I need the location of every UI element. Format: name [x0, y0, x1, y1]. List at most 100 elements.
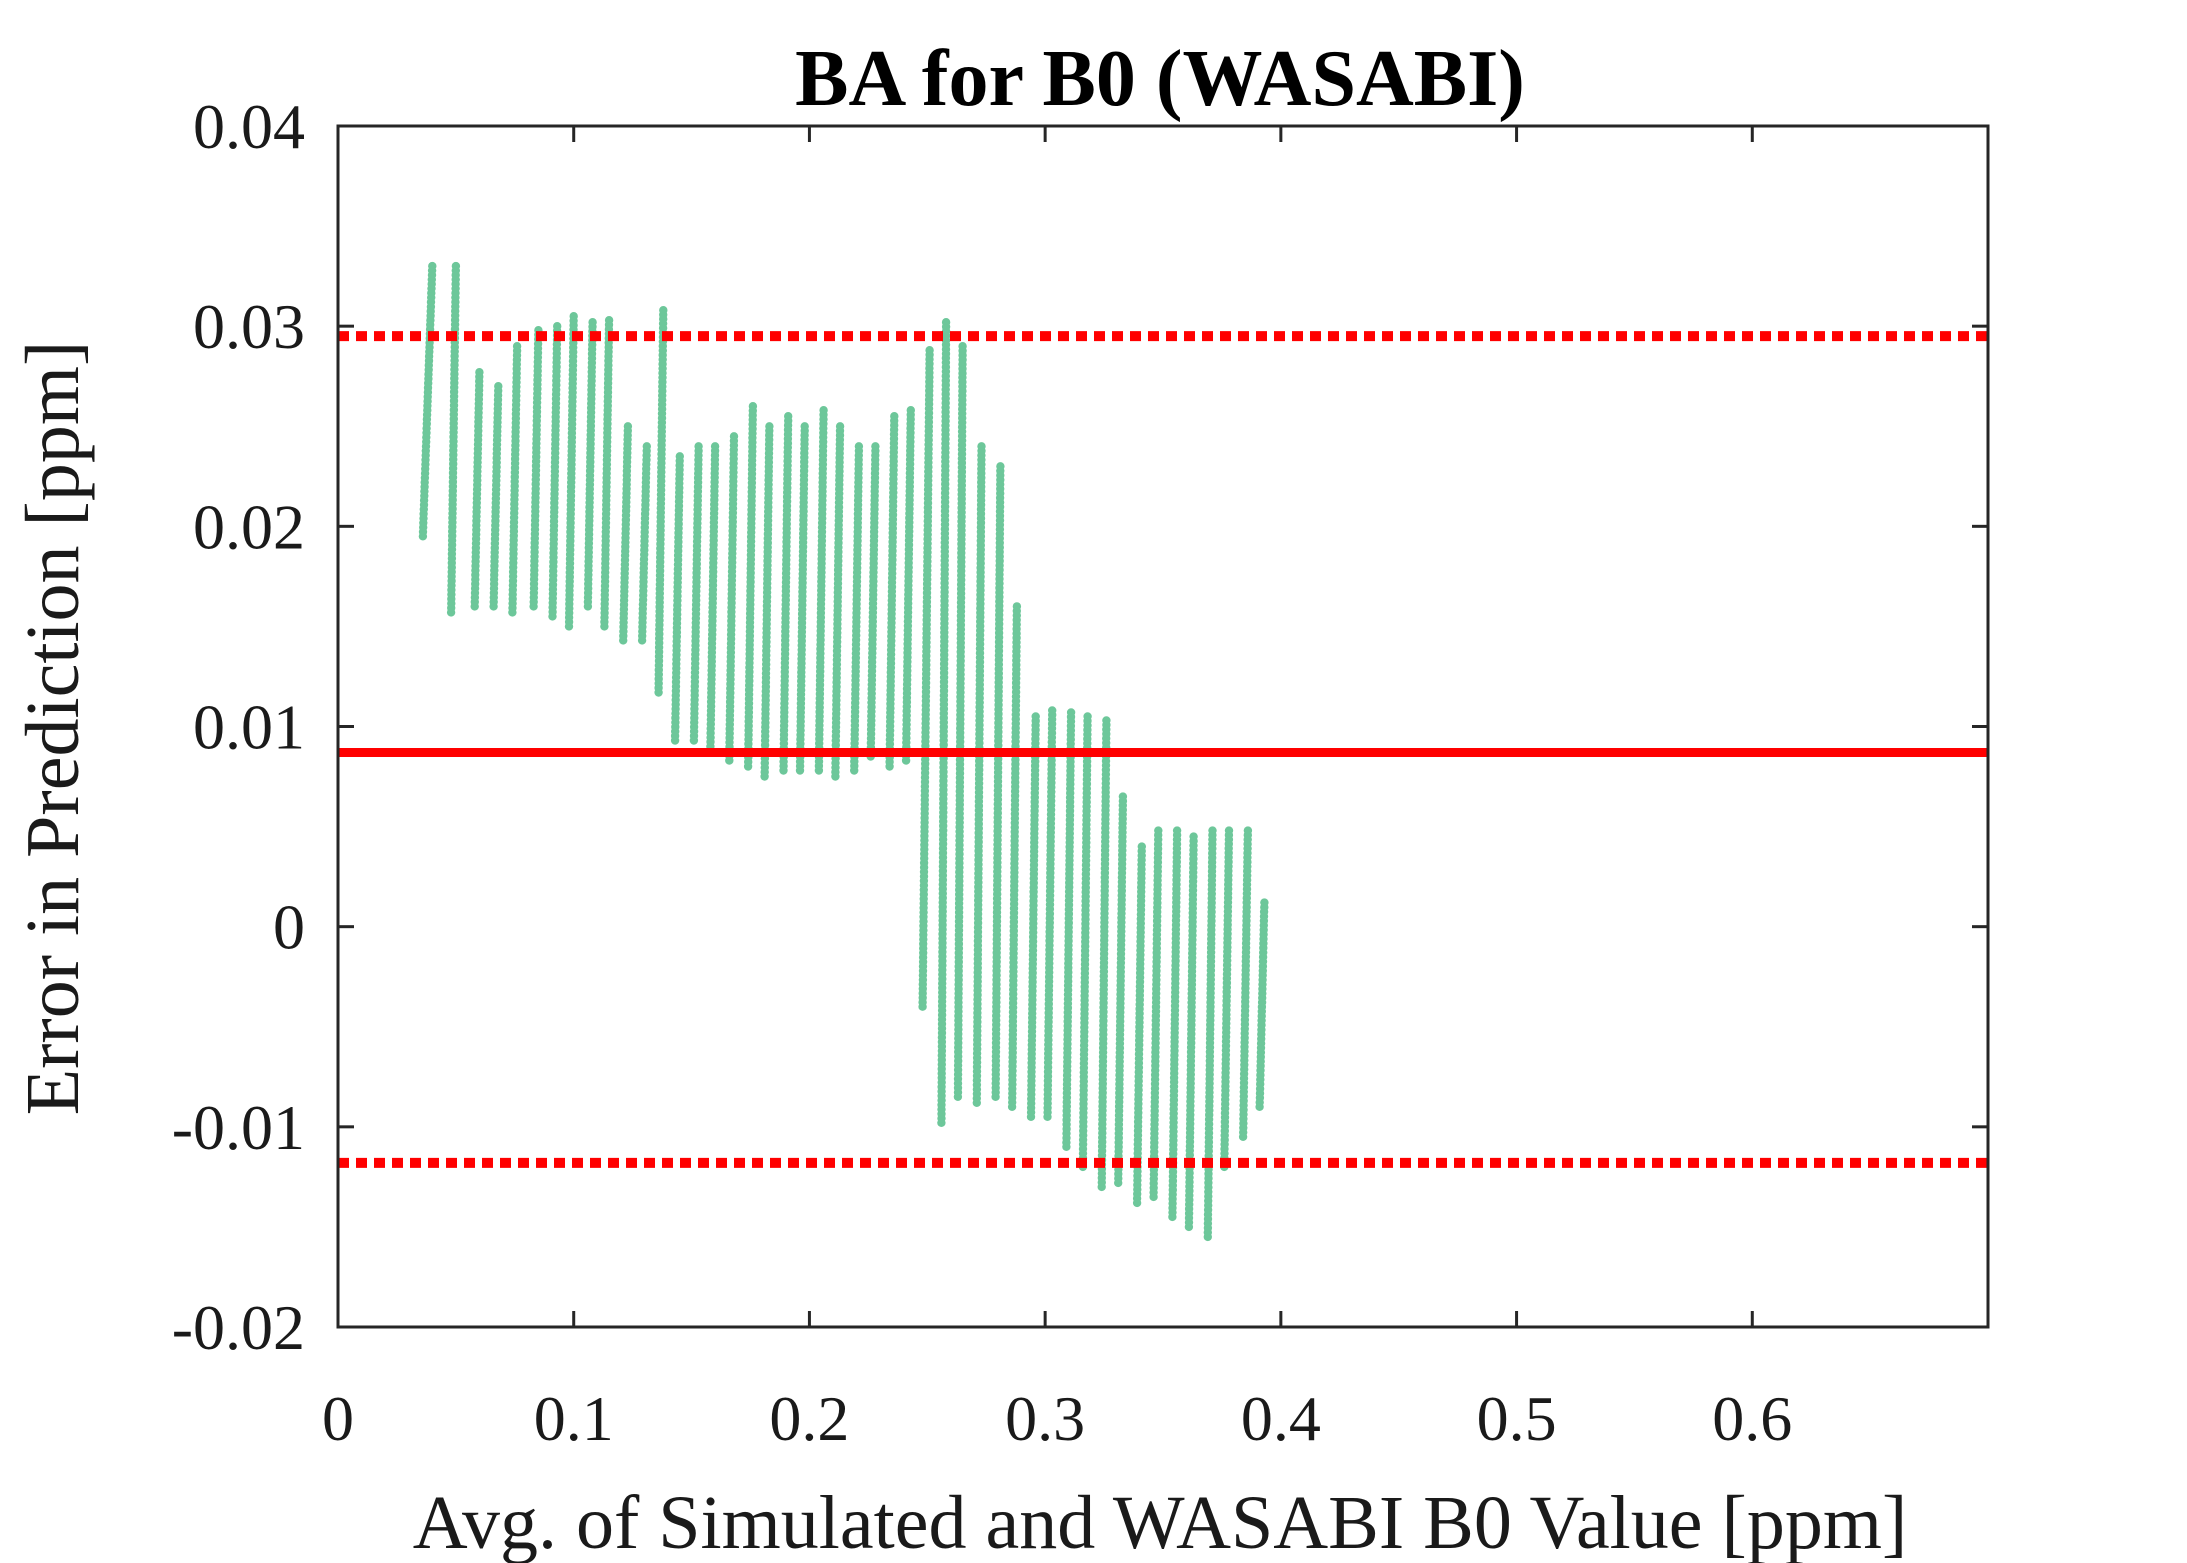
scatter-point	[588, 318, 597, 327]
scatter-point	[512, 342, 522, 351]
point-column	[953, 342, 967, 1102]
point-column	[814, 406, 828, 775]
point-column	[1255, 898, 1269, 1112]
scatter-point	[1031, 712, 1040, 721]
scatter-point	[819, 406, 828, 415]
point-column	[600, 316, 614, 631]
scatter-point	[1172, 826, 1182, 835]
y-tick-label: 0.01	[193, 692, 305, 763]
y-tick-label: -0.01	[172, 1092, 305, 1163]
x-tick-label: 0.3	[1005, 1383, 1085, 1454]
point-column	[548, 322, 562, 621]
point-column	[1184, 832, 1198, 1232]
chart-title: BA for B0 (WASABI)	[795, 35, 1525, 123]
scatter-point	[800, 422, 809, 431]
point-column	[937, 318, 951, 1128]
scatter-point	[428, 261, 437, 271]
scatter-point	[1118, 792, 1128, 801]
point-column	[1097, 716, 1111, 1192]
scatter-point	[1243, 826, 1253, 835]
scatter-point	[958, 342, 967, 351]
scatter-point	[1260, 898, 1269, 907]
point-column	[779, 412, 793, 775]
y-axis-label: Error in Prediction [ppm]	[11, 341, 95, 1116]
scatter-point	[694, 442, 703, 451]
scatter-point	[659, 306, 668, 315]
point-column	[1220, 826, 1234, 1172]
point-column	[564, 312, 578, 631]
scatter-point	[675, 452, 684, 461]
scatter-point	[1012, 602, 1022, 611]
point-column	[470, 368, 484, 611]
scatter-points	[418, 261, 1269, 1242]
point-column	[866, 442, 880, 761]
point-column	[706, 442, 720, 751]
scatter-point	[748, 402, 758, 411]
x-tick-label: 0.1	[534, 1383, 614, 1454]
point-column	[670, 452, 684, 745]
x-tick-label: 0.5	[1477, 1383, 1557, 1454]
point-column	[743, 402, 758, 771]
point-column	[529, 326, 543, 611]
point-column	[972, 442, 986, 1108]
scatter-point	[1137, 842, 1147, 851]
scatter-point	[1048, 706, 1057, 715]
point-column	[583, 318, 597, 611]
point-column	[619, 422, 633, 645]
x-tick-label: 0	[322, 1383, 354, 1454]
point-column	[1132, 842, 1147, 1208]
point-column	[508, 342, 522, 617]
scatter-point	[1224, 826, 1234, 835]
point-column	[1078, 712, 1092, 1172]
plot-frame	[336, 124, 1990, 1329]
point-column	[901, 406, 915, 765]
point-column	[760, 422, 774, 781]
scatter-point	[475, 368, 484, 377]
point-column	[1168, 826, 1182, 1222]
x-tick-labels: 0 0.1 0.2 0.3 0.4 0.5 0.6	[322, 1383, 1792, 1454]
point-column	[418, 261, 437, 541]
point-column	[725, 432, 739, 765]
scatter-point	[765, 422, 774, 431]
point-column	[1026, 712, 1040, 1122]
point-column	[654, 306, 668, 697]
scatter-point	[710, 442, 720, 451]
point-column	[795, 422, 809, 775]
point-column	[831, 422, 845, 781]
y-tick-label: 0.02	[193, 491, 305, 562]
point-column	[885, 412, 899, 771]
point-column	[1238, 826, 1253, 1142]
scatter-point	[569, 312, 578, 321]
scatter-point	[451, 261, 461, 271]
scatter-point	[642, 442, 651, 451]
point-column	[489, 382, 503, 611]
point-column	[1149, 826, 1163, 1202]
point-column	[850, 442, 864, 775]
scatter-point	[996, 462, 1005, 471]
point-column	[1062, 708, 1076, 1152]
scatter-point	[906, 406, 915, 415]
point-column	[1007, 602, 1022, 1112]
point-column	[1203, 826, 1217, 1242]
point-column	[991, 462, 1005, 1102]
axis-ticks	[336, 124, 1988, 1329]
y-tick-label: 0.03	[193, 291, 305, 362]
point-column	[1043, 706, 1057, 1122]
scatter-point	[623, 422, 633, 431]
scatter-point	[784, 412, 793, 421]
x-tick-label: 0.2	[769, 1383, 849, 1454]
reference-lines	[338, 331, 1988, 1168]
scatter-point	[890, 412, 899, 421]
scatter-point	[494, 382, 503, 391]
x-tick-label: 0.6	[1712, 1383, 1792, 1454]
point-column	[918, 346, 934, 1011]
scatter-point	[604, 316, 614, 325]
scatter-point	[854, 442, 864, 451]
x-axis-label: Avg. of Simulated and WASABI B0 Value [p…	[413, 1481, 1908, 1563]
point-column	[1114, 792, 1128, 1188]
y-tick-label: 0.04	[193, 91, 305, 162]
scatter-point	[871, 442, 880, 451]
y-tick-labels: -0.02 -0.01 0 0.01 0.02 0.03 0.04	[172, 91, 305, 1363]
scatter-point	[1208, 826, 1217, 835]
